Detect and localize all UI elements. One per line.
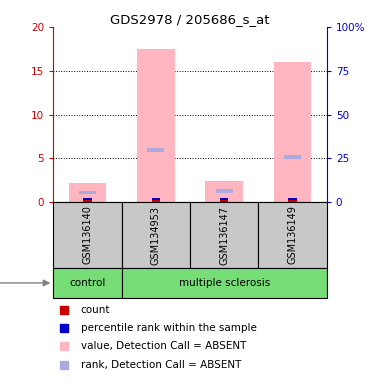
Text: rank, Detection Call = ABSENT: rank, Detection Call = ABSENT: [81, 359, 241, 369]
Text: multiple sclerosis: multiple sclerosis: [179, 278, 270, 288]
Text: GSM134953: GSM134953: [151, 205, 161, 265]
Bar: [122, 268, 327, 298]
Bar: [274, 62, 312, 202]
Text: GSM136140: GSM136140: [82, 205, 92, 265]
Bar: [83, 198, 92, 200]
Text: control: control: [69, 278, 106, 288]
Bar: [147, 147, 164, 152]
Bar: [83, 200, 92, 202]
Bar: [258, 202, 327, 268]
Text: GSM136149: GSM136149: [288, 205, 298, 265]
Bar: [220, 198, 228, 200]
Bar: [122, 202, 190, 268]
Title: GDS2978 / 205686_s_at: GDS2978 / 205686_s_at: [110, 13, 270, 26]
Bar: [53, 202, 122, 268]
Text: value, Detection Call = ABSENT: value, Detection Call = ABSENT: [81, 341, 246, 351]
Bar: [152, 198, 160, 200]
Bar: [68, 183, 106, 202]
Bar: [137, 49, 175, 202]
Bar: [216, 189, 233, 193]
Bar: [205, 181, 243, 202]
Bar: [288, 200, 297, 202]
Bar: [190, 202, 258, 268]
Text: percentile rank within the sample: percentile rank within the sample: [81, 323, 256, 333]
Bar: [220, 200, 228, 202]
Bar: [152, 200, 160, 202]
Bar: [288, 198, 297, 200]
Bar: [53, 268, 122, 298]
Bar: [79, 190, 96, 194]
Bar: [284, 156, 301, 159]
Text: GSM136147: GSM136147: [219, 205, 229, 265]
Text: count: count: [81, 305, 110, 315]
